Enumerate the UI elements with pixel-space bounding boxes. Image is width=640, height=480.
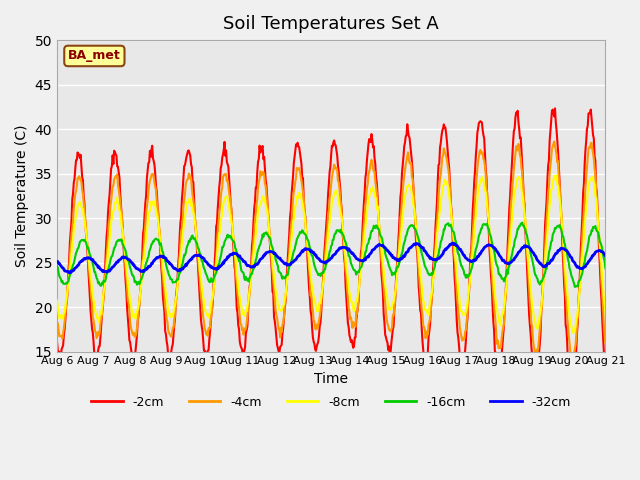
-2cm <box>442 131 450 136</box>
-4cm <box>122 266 129 272</box>
Line: -2cm: -2cm <box>57 108 640 390</box>
-32cm <box>122 255 130 261</box>
-16cm <box>608 286 616 292</box>
-4cm <box>442 154 450 159</box>
-8cm <box>280 301 288 307</box>
-16cm <box>637 259 640 264</box>
-2cm <box>229 234 237 240</box>
-2cm <box>551 106 559 111</box>
Line: -32cm: -32cm <box>57 243 640 273</box>
Line: -8cm: -8cm <box>57 176 640 336</box>
-32cm <box>443 245 451 251</box>
-32cm <box>281 261 289 267</box>
-16cm <box>280 275 288 281</box>
Line: -16cm: -16cm <box>57 223 640 289</box>
-16cm <box>53 263 61 269</box>
Legend: -2cm, -4cm, -8cm, -16cm, -32cm: -2cm, -4cm, -8cm, -16cm, -32cm <box>86 391 576 414</box>
Y-axis label: Soil Temperature (C): Soil Temperature (C) <box>15 125 29 267</box>
-32cm <box>259 255 266 261</box>
-8cm <box>410 203 417 208</box>
Title: Soil Temperatures Set A: Soil Temperatures Set A <box>223 15 439 33</box>
-8cm <box>258 197 266 203</box>
-8cm <box>442 179 450 184</box>
-32cm <box>230 250 237 256</box>
-4cm <box>637 332 640 338</box>
-16cm <box>410 223 417 228</box>
-8cm <box>122 258 129 264</box>
-4cm <box>53 320 61 326</box>
Line: -4cm: -4cm <box>57 142 640 362</box>
-4cm <box>280 314 288 320</box>
-4cm <box>229 229 237 235</box>
-8cm <box>229 231 237 237</box>
-16cm <box>518 220 526 226</box>
-2cm <box>410 184 417 190</box>
-2cm <box>53 339 61 345</box>
-32cm <box>65 270 73 276</box>
-4cm <box>410 184 417 190</box>
-2cm <box>258 144 266 150</box>
-16cm <box>229 238 237 244</box>
-16cm <box>122 248 129 253</box>
-8cm <box>607 333 614 338</box>
-2cm <box>280 315 288 321</box>
-8cm <box>553 173 561 179</box>
-2cm <box>122 278 129 284</box>
-32cm <box>410 241 418 247</box>
Text: BA_met: BA_met <box>68 49 121 62</box>
-4cm <box>258 172 266 178</box>
X-axis label: Time: Time <box>314 372 348 386</box>
-8cm <box>637 302 640 308</box>
-32cm <box>637 253 640 259</box>
-32cm <box>449 240 457 246</box>
-32cm <box>53 258 61 264</box>
-4cm <box>550 139 558 144</box>
-16cm <box>258 236 266 242</box>
-2cm <box>637 354 640 360</box>
-16cm <box>442 222 450 228</box>
-8cm <box>53 298 61 303</box>
-2cm <box>568 387 575 393</box>
-4cm <box>604 359 612 365</box>
